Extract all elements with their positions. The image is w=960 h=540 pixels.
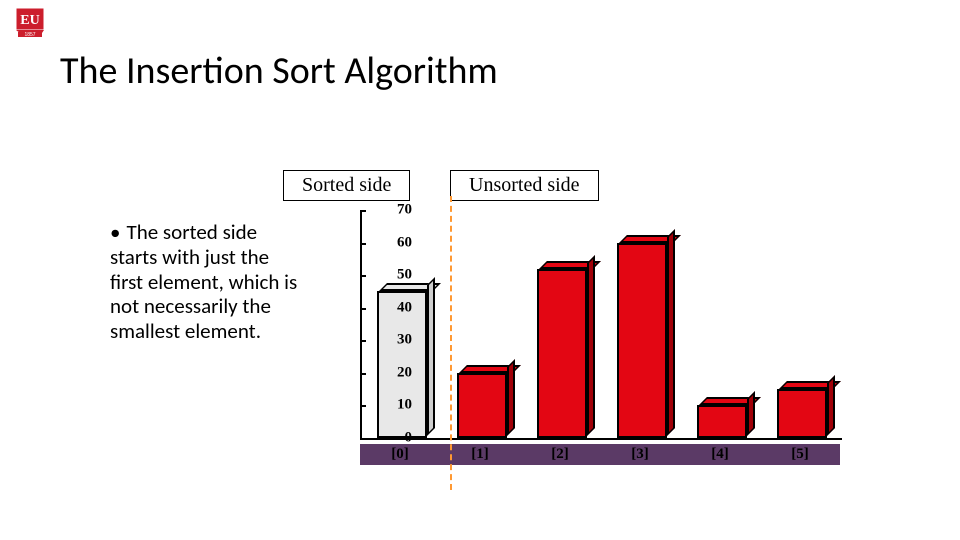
svg-text:1857: 1857: [24, 32, 35, 38]
sorted-unsorted-divider: [450, 196, 452, 490]
x-axis-labels: [0][1][2][3][4][5]: [360, 444, 840, 468]
x-tick-label: [0]: [360, 444, 440, 465]
bar-chart: [0][1][2][3][4][5] 010203040506070: [320, 210, 860, 480]
bar-side-face: [427, 277, 435, 436]
bar-side-face: [587, 255, 595, 436]
y-tick-mark: [360, 373, 366, 375]
bar-side-face: [667, 229, 675, 436]
x-tick-label: [3]: [600, 444, 680, 465]
bar: [537, 269, 587, 438]
y-tick-label: 30: [382, 332, 412, 349]
unsorted-side-label: Unsorted side: [450, 170, 599, 201]
y-tick-label: 70: [382, 202, 412, 219]
bar: [697, 405, 747, 438]
y-tick-label: 60: [382, 234, 412, 251]
slide-title: The Insertion Sort Algorithm: [60, 48, 498, 94]
bullet-text: • The sorted side starts with just the f…: [110, 220, 300, 344]
y-tick-label: 0: [382, 430, 412, 447]
x-tick-label: [2]: [520, 444, 600, 465]
bar-side-face: [827, 375, 835, 436]
eu-logo: EU 1857: [10, 6, 58, 50]
y-tick-label: 50: [382, 267, 412, 284]
x-tick-label: [1]: [440, 444, 520, 465]
bullet-content: The sorted side starts with just the fir…: [110, 219, 297, 344]
y-tick-mark: [360, 275, 366, 277]
bar: [617, 243, 667, 438]
plot-area: [360, 210, 842, 440]
svg-text:EU: EU: [20, 13, 39, 28]
y-tick-mark: [360, 210, 366, 212]
y-tick-mark: [360, 405, 366, 407]
y-tick-mark: [360, 243, 366, 245]
slide: EU 1857 The Insertion Sort Algorithm • T…: [0, 0, 960, 540]
y-tick-label: 20: [382, 364, 412, 381]
sorted-side-label: Sorted side: [283, 170, 410, 201]
bar-side-face: [507, 359, 515, 436]
bar-side-face: [747, 391, 755, 436]
y-tick-label: 40: [382, 299, 412, 316]
x-tick-label: [5]: [760, 444, 840, 465]
y-tick-mark: [360, 340, 366, 342]
bar: [457, 373, 507, 438]
y-tick-label: 10: [382, 397, 412, 414]
flag-icon: EU 1857: [10, 6, 54, 50]
y-tick-mark: [360, 308, 366, 310]
x-tick-label: [4]: [680, 444, 760, 465]
bar: [777, 389, 827, 438]
bullet-dot-icon: •: [110, 220, 120, 245]
